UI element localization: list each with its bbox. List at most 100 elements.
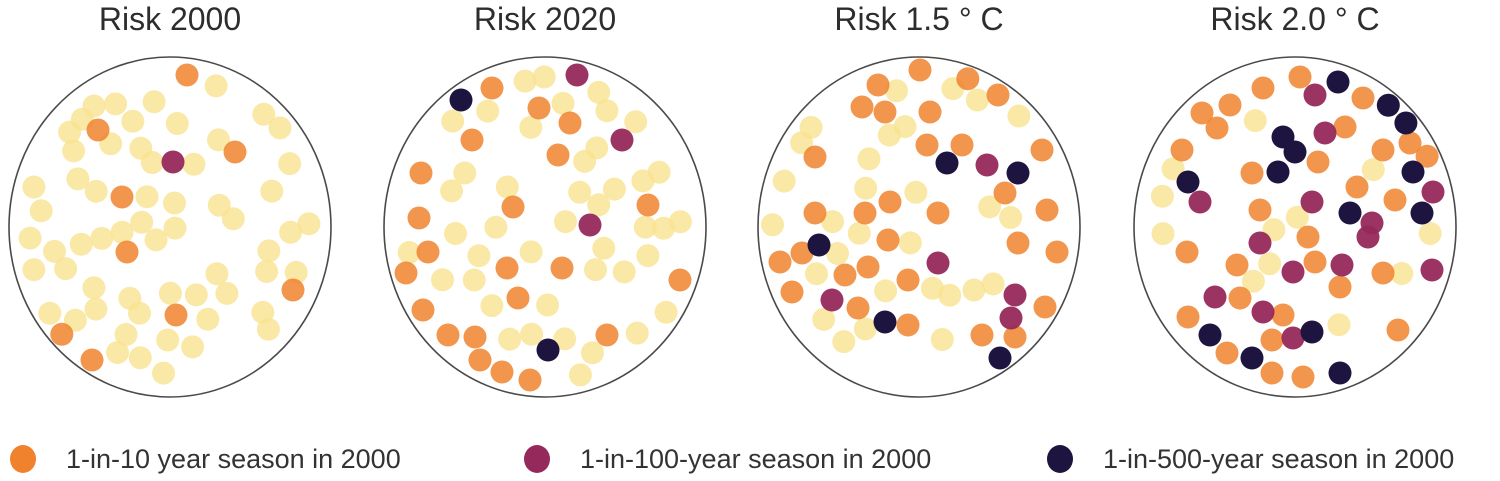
dot-p500 (449, 88, 473, 112)
legend-item-1-in-10: 1-in-10 year season in 2000 (10, 441, 401, 477)
dot-p10 (876, 228, 900, 252)
dot-p10 (833, 263, 857, 287)
dot-p10 (1415, 144, 1439, 168)
dot-p10 (1205, 116, 1229, 140)
dot-p100 (1313, 121, 1337, 145)
dot-common (631, 169, 655, 193)
dot-p500 (1394, 111, 1418, 135)
dot-common (268, 116, 292, 140)
dot-p100 (820, 288, 844, 312)
dot-p10 (1240, 161, 1264, 185)
dot-common (252, 102, 276, 126)
dot-p100 (1420, 258, 1444, 282)
dot-p10 (550, 256, 574, 280)
dot-common (43, 239, 66, 263)
dot-common (84, 179, 108, 203)
legend: 1-in-10 year season in 2000 1-in-100-yea… (0, 441, 1500, 477)
dot-p10 (878, 190, 902, 214)
dot-p10 (1345, 175, 1369, 199)
dot-p10 (501, 195, 525, 219)
dot-common (1285, 205, 1309, 229)
dot-p500 (536, 338, 560, 362)
dot-common (104, 92, 128, 116)
dot-common (163, 191, 186, 215)
dot-common (1007, 104, 1031, 128)
dot-common (66, 167, 90, 191)
dot-p500 (1300, 320, 1324, 344)
dot-p10 (950, 133, 974, 157)
dot-common (978, 195, 1002, 219)
dot-common (1327, 313, 1351, 337)
dot-common (82, 94, 106, 118)
dot-common (832, 330, 856, 354)
dot-p100 (1203, 285, 1227, 309)
dot-p100 (1281, 326, 1305, 350)
panel-circle-risk-2000 (8, 56, 332, 398)
dot-common (1361, 158, 1385, 182)
dot-common (930, 328, 954, 351)
dot-p500 (1376, 93, 1400, 117)
dot-common (284, 260, 308, 284)
dot-common (207, 193, 231, 217)
circle-outline (8, 56, 332, 398)
dot-common (69, 232, 93, 256)
dot-p10 (506, 286, 530, 310)
dot-common (592, 236, 616, 260)
dot-p500 (1266, 160, 1290, 184)
legend-label-1-in-500: 1-in-500-year season in 2000 (1103, 443, 1455, 474)
dot-p10 (1371, 261, 1395, 285)
dot-p10 (915, 133, 939, 157)
dot-common (181, 335, 205, 359)
dot-p10 (407, 206, 431, 230)
dot-p10 (780, 280, 804, 304)
dot-p10 (490, 360, 514, 384)
dot-common (636, 244, 660, 268)
dot-common (854, 176, 878, 200)
dot-common (476, 99, 500, 123)
dot-common (184, 283, 208, 307)
dot-p10 (1030, 138, 1054, 162)
dot-p100 (999, 306, 1023, 330)
dot-p10 (1175, 240, 1199, 264)
dot-common (513, 69, 537, 93)
dot-common (938, 283, 962, 307)
dot-common (612, 260, 636, 284)
dot-common (519, 240, 543, 264)
dot-p100 (610, 128, 634, 152)
dot-common (205, 262, 229, 286)
dot-p10 (846, 296, 870, 320)
dot-common (453, 161, 477, 185)
dot-p100 (1421, 180, 1445, 204)
dot-p100 (1248, 231, 1272, 255)
dot-p10 (1288, 65, 1312, 89)
dot-p10 (1225, 253, 1249, 277)
dot-p10 (50, 322, 74, 346)
dot-p10 (1176, 305, 1200, 329)
dot-p10 (527, 96, 551, 120)
dot-p10 (803, 145, 827, 169)
dot-common (898, 231, 922, 255)
panel-title-risk-2020: Risk 2020 (473, 1, 617, 37)
dot-common (163, 216, 187, 240)
dot-common (142, 90, 166, 114)
dot-p10 (1291, 365, 1315, 389)
legend-marker-1-in-100-icon (524, 445, 550, 473)
dot-p10 (856, 255, 880, 279)
dot-p10 (1333, 115, 1357, 139)
dot-p10 (1251, 76, 1275, 100)
dot-p100 (1251, 300, 1275, 324)
dot-common (532, 65, 556, 89)
dot-p10 (495, 256, 519, 280)
dot-common (568, 363, 592, 387)
dot-common (279, 220, 303, 244)
dot-p500 (807, 233, 831, 257)
dot-common (440, 179, 464, 203)
dot-p10 (480, 76, 504, 100)
dot-common (962, 278, 986, 302)
circle-outline (383, 56, 707, 398)
dot-p10 (164, 303, 188, 327)
dot-p10 (768, 250, 792, 274)
dot-common (54, 257, 78, 281)
dot-p500 (935, 151, 959, 175)
